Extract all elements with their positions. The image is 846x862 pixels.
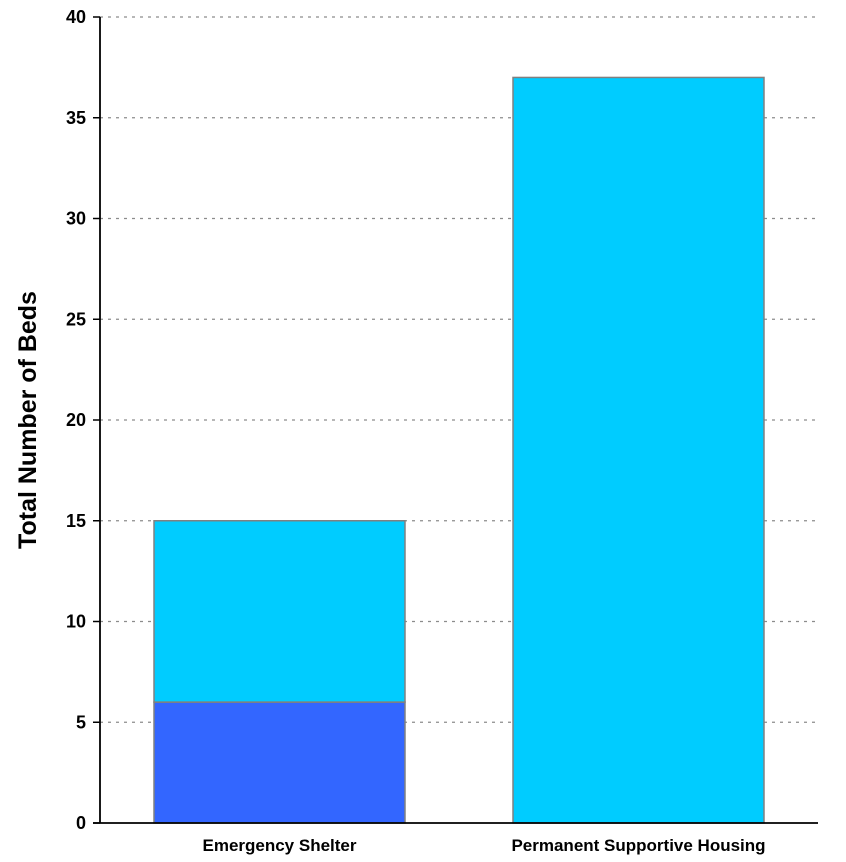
y-tick-label: 5 (76, 712, 86, 732)
bar-segment (153, 701, 406, 824)
y-tick-label: 40 (66, 7, 86, 27)
bar-segment (153, 520, 406, 703)
y-tick-label: 20 (66, 410, 86, 430)
y-tick-label: 15 (66, 511, 86, 531)
labels: Total Number of Beds 0 5 10 15 20 25 30 35 40 Eme… (14, 7, 766, 855)
y-tick-label: 25 (66, 309, 86, 329)
y-tick-label: 0 (76, 813, 86, 833)
x-tick-label: Emergency Shelter (202, 836, 356, 855)
x-tick-label: Permanent Supportive Housing (511, 836, 765, 855)
bar-segment (512, 76, 765, 824)
bars (153, 76, 765, 824)
y-tick-label: 35 (66, 108, 86, 128)
y-tick-label: 30 (66, 209, 86, 229)
axes (93, 16, 818, 824)
y-axis-label: Total Number of Beds (14, 291, 42, 549)
y-tick-label: 10 (66, 612, 86, 632)
